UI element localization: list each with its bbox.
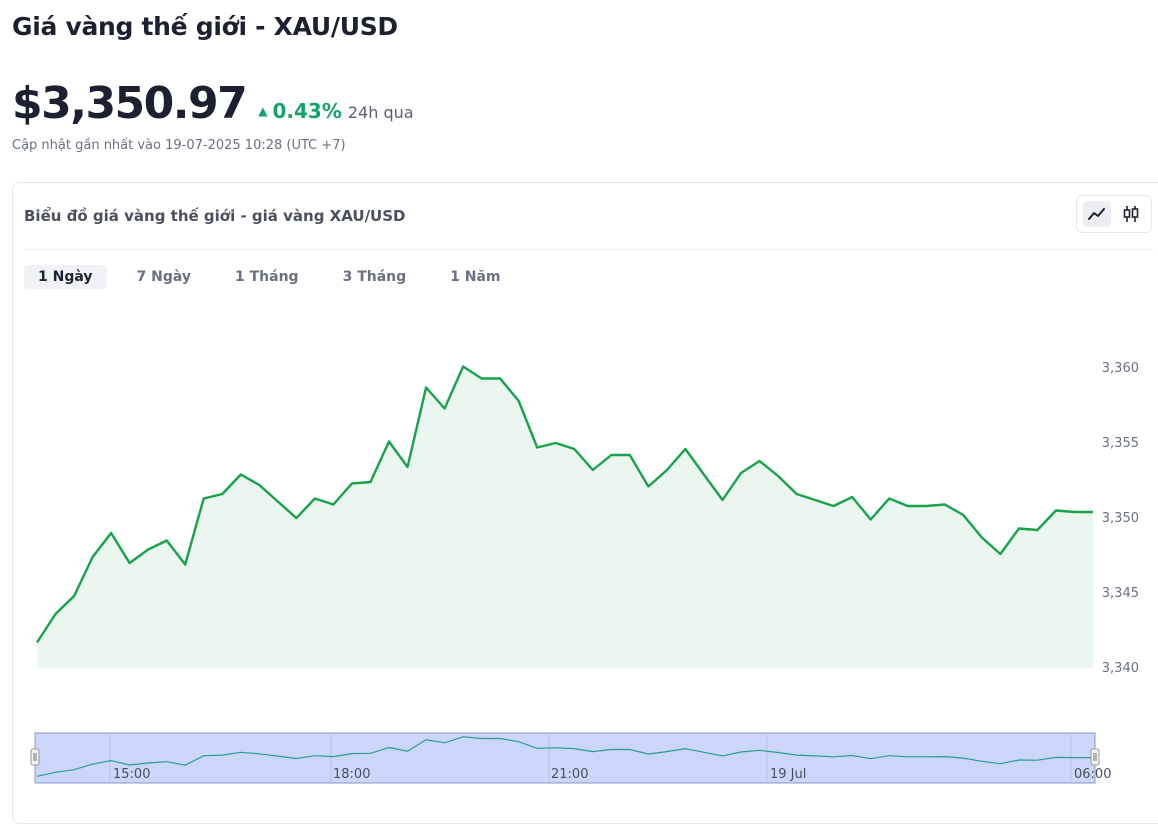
price-chart: 3,340 3,345 3,350 3,355 3,360 15:00 18:00 21:00…	[30, 361, 1139, 784]
last-updated: Cập nhật gần nhất vào 19-07-2025 10:28 (…	[12, 138, 346, 153]
page-title: Giá vàng thế giới - XAU/USD	[12, 12, 398, 41]
price-line	[35, 365, 1093, 644]
area-fill	[37, 366, 1093, 668]
tab-3-months[interactable]: 3 Tháng	[342, 269, 407, 285]
current-price: $3,350.97	[12, 78, 248, 129]
line-chart-icon	[1088, 208, 1105, 220]
period-tabs: 1 Ngày 7 Ngày 1 Tháng 3 Tháng 1 Năm	[24, 265, 531, 289]
change-period: 24h qua	[347, 103, 414, 122]
tab-7-days[interactable]: 7 Ngày	[136, 269, 192, 285]
y-tick-label: 3,340	[1102, 661, 1139, 676]
chart-card-title: Biểu đồ giá vàng thế giới - giá vàng XAU…	[24, 207, 406, 225]
price-change: ▲ 0.43% 24h qua	[258, 99, 413, 123]
y-tick-label: 3,350	[1102, 511, 1139, 526]
tab-1-month[interactable]: 1 Tháng	[235, 269, 299, 285]
navigator-tick-label: 19 Jul	[770, 767, 806, 782]
navigator-tick-label: 15:00	[113, 767, 150, 782]
navigator-tick-label: 18:00	[333, 767, 370, 782]
card-divider	[24, 249, 1153, 250]
y-tick-label: 3,345	[1102, 586, 1139, 601]
triangle-up-icon: ▲	[258, 104, 268, 118]
tab-1-day[interactable]: 1 Ngày	[24, 265, 107, 289]
price-row: $3,350.97 ▲ 0.43% 24h qua	[12, 78, 414, 129]
candlestick-icon	[1123, 206, 1139, 222]
navigator-left-handle[interactable]	[30, 748, 40, 766]
y-tick-label: 3,355	[1102, 436, 1139, 451]
chart-type-toggle	[1076, 195, 1152, 233]
change-percent: 0.43%	[272, 99, 342, 123]
tab-1-year[interactable]: 1 Năm	[450, 269, 501, 285]
navigator-series	[36, 736, 1093, 777]
navigator-tick-label: 06:00	[1074, 767, 1111, 782]
navigator-tick-label: 21:00	[551, 767, 588, 782]
y-tick-label: 3,360	[1102, 361, 1139, 376]
candlestick-button[interactable]	[1117, 201, 1145, 227]
line-chart-button[interactable]	[1083, 201, 1111, 227]
navigator-right-handle[interactable]	[1090, 748, 1100, 766]
